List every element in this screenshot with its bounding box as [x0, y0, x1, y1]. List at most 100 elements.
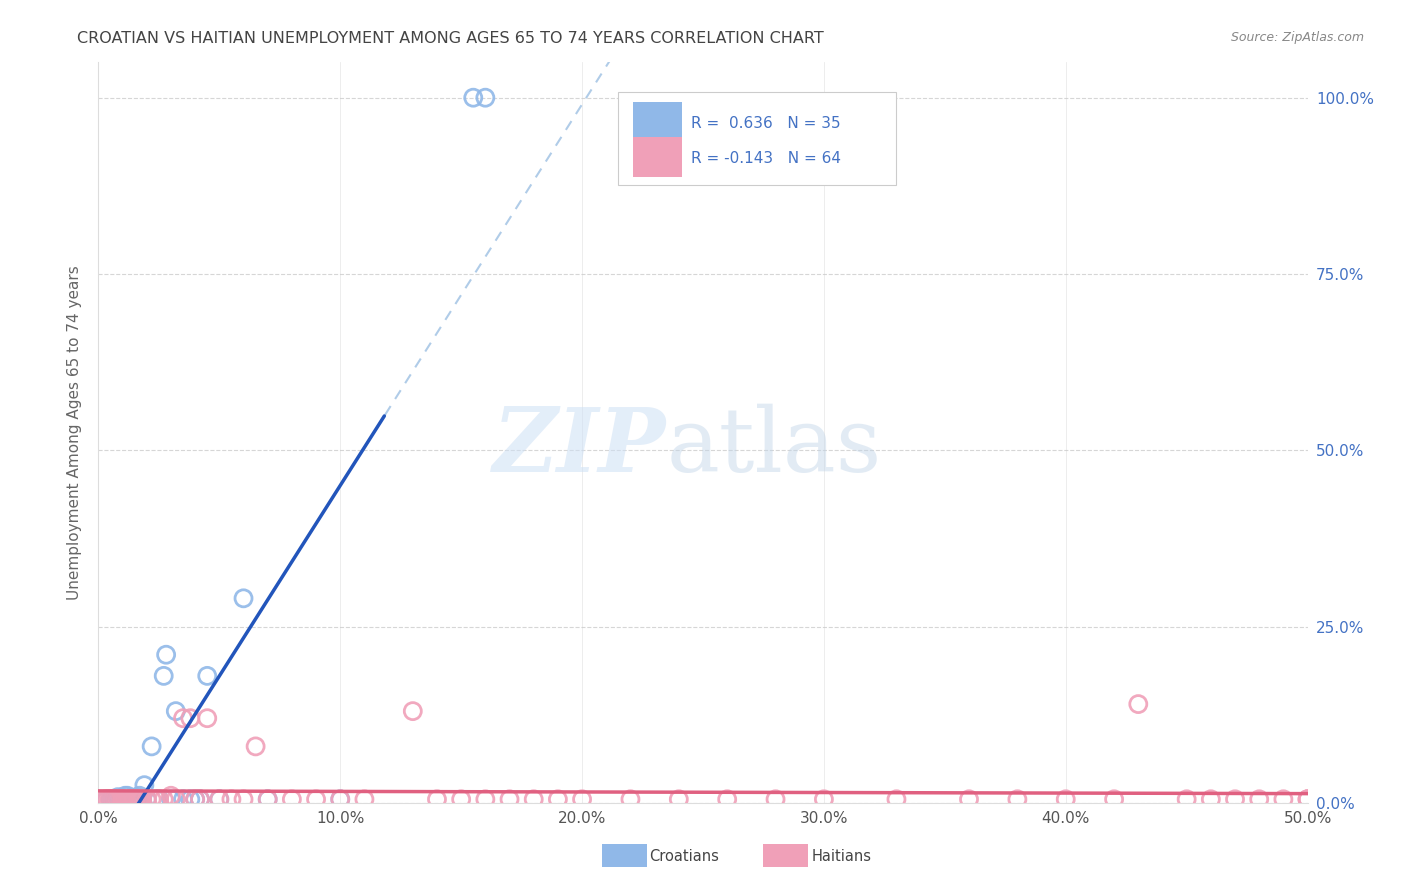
Text: ZIP: ZIP	[494, 404, 666, 491]
Point	[1102, 792, 1125, 806]
Point	[716, 792, 738, 806]
Point	[305, 792, 328, 806]
Point	[101, 792, 124, 806]
Point	[145, 792, 167, 806]
Point	[108, 792, 131, 806]
Point	[232, 792, 254, 806]
Point	[1296, 792, 1319, 806]
Point	[281, 792, 304, 806]
Point	[100, 792, 122, 806]
Point	[1249, 792, 1271, 806]
Point	[765, 792, 787, 806]
Point	[148, 792, 170, 806]
Point	[179, 711, 201, 725]
Point	[426, 792, 449, 806]
Point	[208, 792, 231, 806]
Point	[1054, 792, 1077, 806]
Point	[179, 792, 201, 806]
Point	[155, 648, 177, 662]
FancyBboxPatch shape	[633, 137, 682, 178]
Point	[402, 704, 425, 718]
Point	[1199, 792, 1222, 806]
Point	[128, 792, 150, 806]
Point	[886, 792, 908, 806]
Point	[117, 789, 139, 803]
Point	[1128, 697, 1150, 711]
Point	[1296, 792, 1319, 806]
Point	[94, 794, 117, 808]
Point	[1007, 792, 1029, 806]
Point	[114, 792, 136, 806]
Point	[523, 792, 546, 806]
Point	[498, 792, 520, 806]
Point	[118, 792, 141, 806]
Point	[1272, 792, 1295, 806]
Text: Source: ZipAtlas.com: Source: ZipAtlas.com	[1230, 31, 1364, 45]
Point	[104, 792, 127, 806]
Point	[97, 792, 120, 806]
Point	[127, 790, 149, 805]
Point	[329, 792, 352, 806]
Point	[121, 792, 143, 806]
Point	[127, 792, 149, 806]
Point	[571, 792, 593, 806]
Point	[131, 792, 153, 806]
Point	[813, 792, 835, 806]
Point	[184, 792, 207, 806]
Point	[135, 792, 157, 806]
Point	[188, 792, 211, 806]
Point	[232, 591, 254, 606]
Point	[121, 792, 143, 806]
FancyBboxPatch shape	[633, 103, 682, 143]
Text: atlas: atlas	[666, 404, 882, 491]
Point	[135, 792, 157, 806]
Point	[148, 792, 170, 806]
Point	[245, 739, 267, 754]
Point	[128, 789, 150, 803]
Point	[141, 739, 163, 754]
Point	[141, 792, 163, 806]
Point	[547, 792, 569, 806]
Point	[107, 790, 129, 805]
Point	[463, 91, 485, 105]
Point	[124, 792, 146, 806]
Point	[1296, 792, 1319, 806]
Point	[117, 792, 139, 806]
FancyBboxPatch shape	[619, 92, 897, 185]
Point	[184, 792, 207, 806]
Point	[107, 792, 129, 806]
Point	[160, 792, 183, 806]
Point	[131, 792, 153, 806]
Point	[474, 91, 496, 105]
Point	[256, 792, 278, 806]
Point	[108, 792, 131, 806]
Point	[329, 792, 352, 806]
Text: Haitians: Haitians	[811, 849, 872, 863]
Point	[100, 792, 122, 806]
Point	[145, 792, 167, 806]
Point	[195, 711, 218, 725]
Point	[450, 792, 472, 806]
Point	[111, 792, 134, 806]
Point	[221, 792, 243, 806]
Point	[256, 792, 278, 806]
Point	[114, 789, 136, 803]
Text: Croatians: Croatians	[650, 849, 720, 863]
Point	[101, 792, 124, 806]
Point	[111, 792, 134, 806]
Point	[188, 792, 211, 806]
Point	[94, 792, 117, 806]
Point	[165, 704, 187, 718]
Point	[957, 792, 980, 806]
Point	[152, 669, 174, 683]
Text: CROATIAN VS HAITIAN UNEMPLOYMENT AMONG AGES 65 TO 74 YEARS CORRELATION CHART: CROATIAN VS HAITIAN UNEMPLOYMENT AMONG A…	[77, 31, 824, 46]
Point	[160, 789, 183, 803]
Point	[104, 792, 127, 806]
Point	[124, 792, 146, 806]
Point	[118, 792, 141, 806]
Point	[172, 711, 194, 725]
Text: R =  0.636   N = 35: R = 0.636 N = 35	[690, 116, 841, 131]
Point	[152, 792, 174, 806]
Point	[619, 792, 641, 806]
Y-axis label: Unemployment Among Ages 65 to 74 years: Unemployment Among Ages 65 to 74 years	[67, 265, 83, 600]
